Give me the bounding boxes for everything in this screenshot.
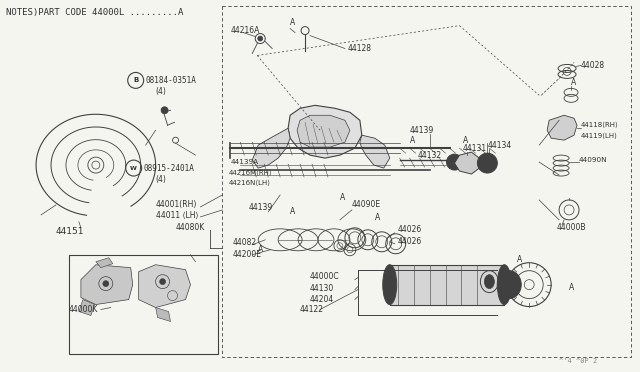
Text: 44130: 44130 <box>310 284 334 293</box>
Text: 44026: 44026 <box>397 237 422 246</box>
Text: (4): (4) <box>156 87 166 96</box>
Polygon shape <box>297 115 350 147</box>
Text: W: W <box>131 166 137 171</box>
Text: 44131: 44131 <box>463 144 486 153</box>
Polygon shape <box>79 299 95 315</box>
Ellipse shape <box>497 265 511 305</box>
Text: A: A <box>569 283 574 292</box>
Polygon shape <box>547 115 577 140</box>
Text: A: A <box>290 18 296 27</box>
Polygon shape <box>139 265 191 308</box>
Text: 44001(RH): 44001(RH) <box>156 201 197 209</box>
Text: A: A <box>410 136 415 145</box>
Text: A: A <box>290 208 296 217</box>
Text: A: A <box>517 255 522 264</box>
Text: 44139: 44139 <box>248 203 273 212</box>
Circle shape <box>161 107 168 114</box>
Circle shape <box>258 36 262 41</box>
Ellipse shape <box>497 271 521 299</box>
Text: 44026: 44026 <box>397 225 422 234</box>
Text: 44080K: 44080K <box>175 223 205 232</box>
Polygon shape <box>96 258 113 268</box>
Polygon shape <box>81 265 132 305</box>
Text: 44000C: 44000C <box>310 272 340 281</box>
Text: 44216A: 44216A <box>230 26 260 35</box>
Polygon shape <box>252 128 290 168</box>
Circle shape <box>103 280 109 286</box>
Text: 08184-0351A: 08184-0351A <box>146 76 196 85</box>
Text: B: B <box>133 77 138 83</box>
Text: 44011 ⟨LH⟩: 44011 ⟨LH⟩ <box>156 211 198 220</box>
Polygon shape <box>156 308 171 321</box>
Text: 44151: 44151 <box>56 227 84 236</box>
Text: A: A <box>463 136 468 145</box>
Text: 44000K: 44000K <box>69 305 99 314</box>
Text: A: A <box>375 214 380 222</box>
Text: 44000B: 44000B <box>557 223 587 232</box>
Text: 44200E: 44200E <box>232 250 261 259</box>
Text: 44128: 44128 <box>348 44 372 53</box>
Circle shape <box>477 153 497 173</box>
Text: 44090E: 44090E <box>352 201 381 209</box>
Text: A: A <box>258 245 264 254</box>
Polygon shape <box>288 105 362 158</box>
Text: A: A <box>340 193 345 202</box>
Text: 44204: 44204 <box>310 295 334 304</box>
Text: 44216M⟨RH⟩: 44216M⟨RH⟩ <box>228 170 272 176</box>
Bar <box>390 265 504 305</box>
Text: 44082: 44082 <box>232 238 257 247</box>
Ellipse shape <box>383 265 397 305</box>
Text: 44118⟨RH⟩: 44118⟨RH⟩ <box>581 122 619 128</box>
Ellipse shape <box>484 275 494 289</box>
Text: 08915-2401A: 08915-2401A <box>143 164 195 173</box>
Bar <box>69 255 218 355</box>
Text: 44139: 44139 <box>410 126 434 135</box>
Text: 44132: 44132 <box>418 151 442 160</box>
Circle shape <box>159 279 166 285</box>
Polygon shape <box>454 152 479 174</box>
Text: 44028: 44028 <box>581 61 605 70</box>
Text: NOTES)PART CODE 44000L .........A: NOTES)PART CODE 44000L .........A <box>6 8 184 17</box>
Text: 44119⟨LH⟩: 44119⟨LH⟩ <box>581 133 618 139</box>
Polygon shape <box>360 135 390 168</box>
Text: 44134: 44134 <box>488 141 511 150</box>
Text: (4): (4) <box>156 174 166 183</box>
Text: 44139A: 44139A <box>230 159 259 165</box>
Text: 44122: 44122 <box>300 305 324 314</box>
Circle shape <box>447 154 463 170</box>
Text: ^'4 ^0P 2: ^'4 ^0P 2 <box>559 358 597 364</box>
Text: A: A <box>571 78 576 87</box>
Text: 44090N: 44090N <box>579 157 607 163</box>
Text: 44216N⟨LH⟩: 44216N⟨LH⟩ <box>228 180 270 186</box>
